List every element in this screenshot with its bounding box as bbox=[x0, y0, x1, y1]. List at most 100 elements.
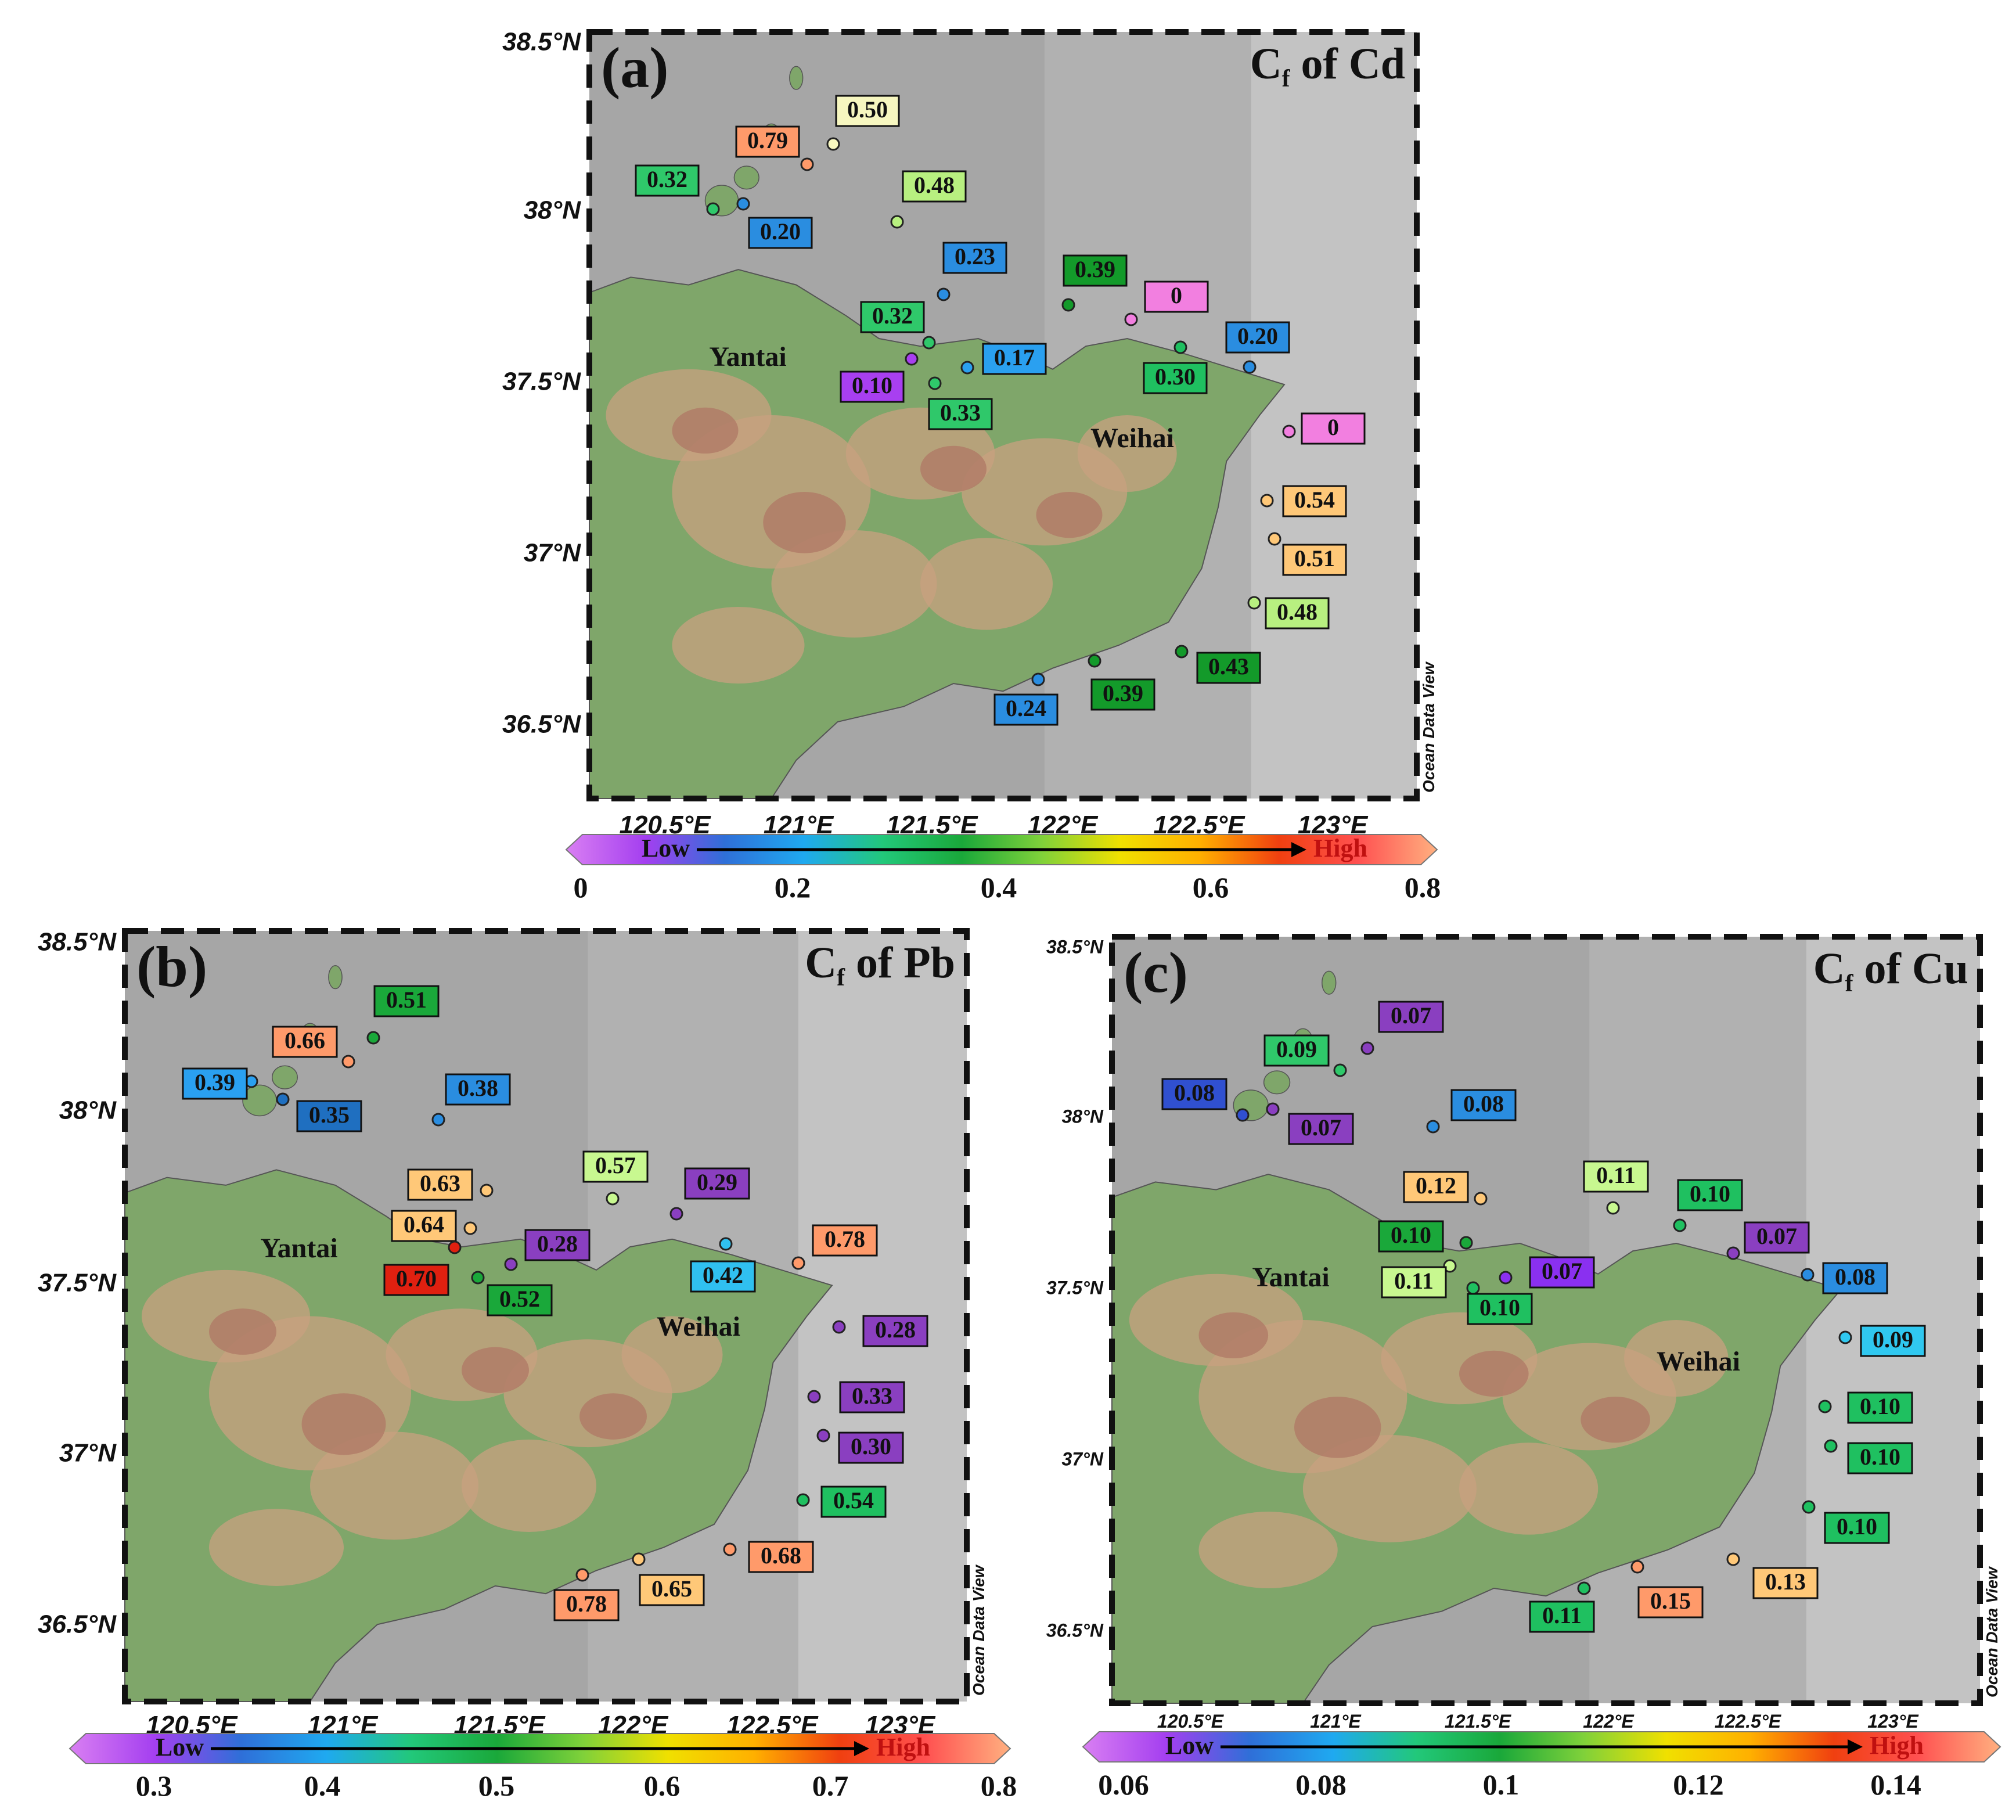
station-marker[interactable] bbox=[1333, 1063, 1347, 1077]
station-marker[interactable] bbox=[937, 287, 951, 301]
station-value-label: 0.07 bbox=[1301, 1114, 1341, 1141]
station-marker[interactable] bbox=[1726, 1552, 1740, 1566]
station-marker[interactable] bbox=[1243, 360, 1257, 374]
station-marker[interactable] bbox=[1466, 1281, 1480, 1295]
station-value-label: 0.28 bbox=[875, 1317, 916, 1343]
station-marker[interactable] bbox=[1818, 1400, 1832, 1413]
lat-tick-label: 38.5°N bbox=[1046, 936, 1104, 957]
colorbar-high-label: High bbox=[876, 1733, 930, 1761]
station-marker[interactable] bbox=[1426, 1120, 1440, 1134]
station-value-box bbox=[993, 693, 1059, 726]
station-value-box bbox=[838, 1431, 904, 1464]
station-marker[interactable] bbox=[1173, 340, 1187, 354]
station-value-box bbox=[635, 164, 700, 197]
station-marker[interactable] bbox=[463, 1221, 477, 1235]
map-frame bbox=[122, 928, 970, 1704]
station-marker[interactable] bbox=[1824, 1439, 1838, 1453]
colorbar-tick-label: 0.3 bbox=[136, 1769, 172, 1802]
station-marker[interactable] bbox=[1673, 1218, 1687, 1232]
station-marker[interactable] bbox=[1801, 1268, 1815, 1282]
panel-c: (c) Cf of Cu Ocean Data View 38.5°N 38°N 37.5… bbox=[1046, 934, 2001, 1801]
station-marker[interactable] bbox=[928, 376, 942, 390]
station-marker[interactable] bbox=[816, 1429, 830, 1443]
station-marker[interactable] bbox=[1266, 1102, 1280, 1116]
station-marker[interactable] bbox=[1499, 1271, 1513, 1285]
station-value-label: 0.30 bbox=[851, 1433, 891, 1459]
station-value-box bbox=[272, 1026, 338, 1058]
station-marker[interactable] bbox=[826, 137, 840, 151]
relief-highland bbox=[1459, 1443, 1599, 1535]
station-marker[interactable] bbox=[632, 1552, 646, 1566]
station-marker[interactable] bbox=[366, 1031, 380, 1045]
station-marker[interactable] bbox=[719, 1237, 733, 1251]
station-marker[interactable] bbox=[1031, 672, 1045, 686]
station-value-box bbox=[1847, 1391, 1913, 1424]
station-marker[interactable] bbox=[471, 1271, 485, 1285]
station-marker[interactable] bbox=[448, 1240, 462, 1254]
station-value-label: 0 bbox=[1327, 414, 1339, 440]
station-marker[interactable] bbox=[276, 1092, 290, 1106]
colorbar-tick-label: 0.2 bbox=[775, 871, 811, 904]
station-marker[interactable] bbox=[504, 1257, 518, 1271]
station-value-box bbox=[812, 1224, 878, 1257]
station-marker[interactable] bbox=[1236, 1108, 1250, 1122]
station-marker[interactable] bbox=[1088, 654, 1101, 668]
station-marker[interactable] bbox=[723, 1542, 737, 1556]
station-marker[interactable] bbox=[1838, 1330, 1852, 1344]
station-marker[interactable] bbox=[736, 197, 750, 211]
station-value-box bbox=[690, 1260, 756, 1293]
station-marker[interactable] bbox=[791, 1256, 805, 1270]
station-marker[interactable] bbox=[1802, 1500, 1816, 1514]
station-marker[interactable] bbox=[905, 352, 919, 366]
station-marker[interactable] bbox=[341, 1055, 355, 1069]
station-marker[interactable] bbox=[1459, 1236, 1473, 1250]
station-value-box bbox=[373, 985, 440, 1017]
station-value-label: 0.33 bbox=[940, 400, 981, 426]
station-marker[interactable] bbox=[890, 215, 904, 229]
station-marker[interactable] bbox=[1260, 494, 1274, 508]
station-marker[interactable] bbox=[480, 1184, 494, 1197]
station-marker[interactable] bbox=[606, 1192, 620, 1206]
station-value-label: 0.52 bbox=[499, 1286, 540, 1312]
station-marker[interactable] bbox=[1268, 532, 1281, 546]
station-marker[interactable] bbox=[1474, 1192, 1488, 1206]
lat-tick-label: 38.5°N bbox=[502, 28, 581, 56]
lat-tick-label: 37°N bbox=[59, 1439, 117, 1467]
station-marker[interactable] bbox=[807, 1390, 821, 1404]
station-marker[interactable] bbox=[1726, 1246, 1740, 1260]
station-marker[interactable] bbox=[832, 1320, 846, 1334]
station-marker[interactable] bbox=[1282, 425, 1296, 438]
station-value-box bbox=[1450, 1089, 1517, 1121]
station-marker[interactable] bbox=[706, 202, 720, 216]
station-marker[interactable] bbox=[1175, 645, 1189, 659]
arrow-head-icon bbox=[854, 1741, 869, 1756]
station-marker[interactable] bbox=[800, 157, 814, 171]
station-marker[interactable] bbox=[669, 1207, 683, 1221]
station-marker[interactable] bbox=[1360, 1041, 1374, 1055]
station-value-label: 0.15 bbox=[1650, 1588, 1691, 1614]
station-value-box bbox=[1744, 1221, 1810, 1254]
station-marker[interactable] bbox=[1124, 312, 1138, 326]
station-marker[interactable] bbox=[1630, 1560, 1644, 1574]
relief-peak bbox=[462, 1347, 529, 1394]
station-value-box bbox=[1467, 1293, 1533, 1325]
station-marker[interactable] bbox=[1577, 1581, 1591, 1595]
station-value-box bbox=[1847, 1442, 1913, 1474]
station-marker[interactable] bbox=[431, 1113, 445, 1127]
station-marker[interactable] bbox=[575, 1568, 589, 1582]
station-marker[interactable] bbox=[1247, 596, 1261, 610]
lon-tick-label: 121°E bbox=[1310, 1711, 1362, 1732]
island bbox=[328, 965, 343, 990]
station-value-label: 0.30 bbox=[1155, 364, 1196, 390]
station-marker[interactable] bbox=[922, 336, 936, 350]
station-marker[interactable] bbox=[1443, 1259, 1457, 1273]
station-marker[interactable] bbox=[1606, 1201, 1620, 1215]
station-marker[interactable] bbox=[796, 1493, 810, 1507]
station-value-label: 0.11 bbox=[1596, 1162, 1636, 1188]
station-value-label: 0.39 bbox=[1075, 256, 1115, 282]
station-marker[interactable] bbox=[1061, 298, 1075, 312]
station-value-box bbox=[840, 371, 905, 403]
colorbar-low-label: Low bbox=[642, 834, 690, 862]
station-marker[interactable] bbox=[960, 361, 974, 375]
